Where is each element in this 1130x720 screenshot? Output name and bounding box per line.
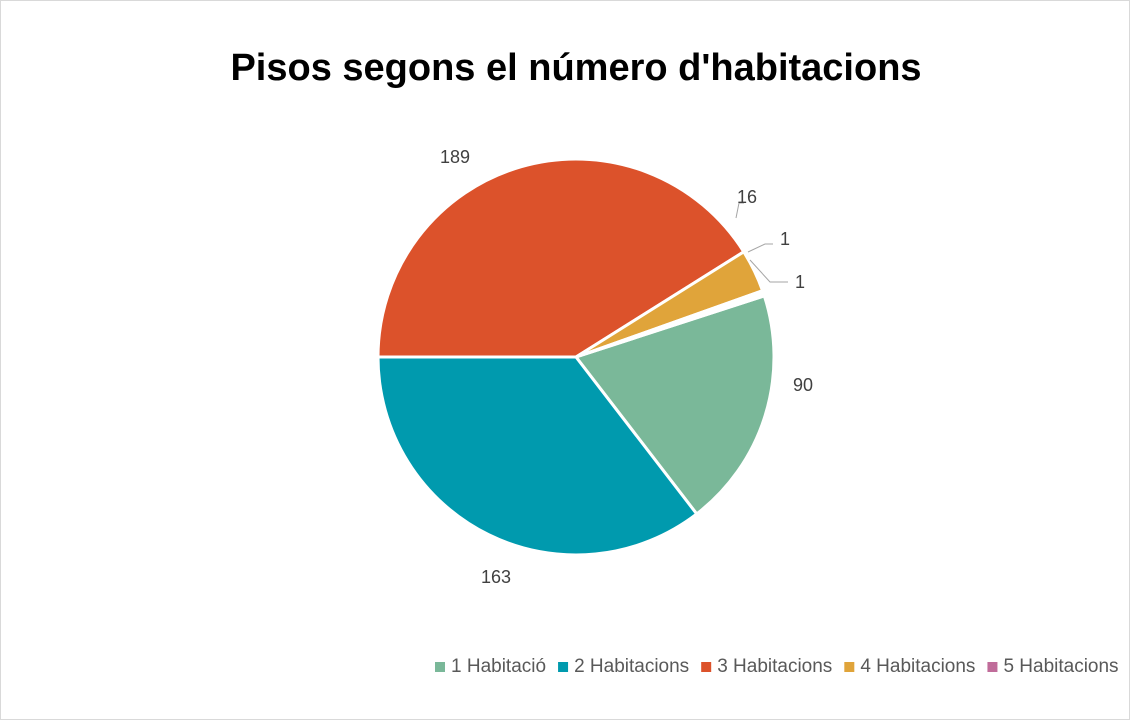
legend-swatch	[558, 662, 569, 672]
data-label: 1	[795, 272, 805, 292]
data-label: 90	[793, 375, 813, 395]
pie-slice	[575, 291, 767, 359]
data-label: 16	[737, 187, 757, 207]
data-label: 163	[481, 567, 511, 587]
legend-label: 2 Habitacions	[574, 656, 689, 677]
leader-line	[735, 202, 744, 219]
legend-swatch	[435, 662, 445, 672]
legend-label: 3 Habitacions	[717, 656, 832, 677]
pie-slice	[573, 293, 776, 517]
leader-line	[749, 259, 788, 283]
legend-swatch	[844, 662, 855, 672]
chart-title: Pisos segons el número d'habitacions	[230, 47, 921, 89]
leader-line	[747, 243, 773, 253]
data-label: 1	[780, 229, 790, 249]
pie-slice	[376, 355, 699, 557]
legend-label: 5 Habitacions	[1003, 656, 1118, 677]
legend-label: 1 Habitació	[451, 656, 546, 677]
legend-swatch	[987, 662, 998, 672]
data-label: 189	[440, 147, 470, 167]
legend-swatch	[701, 662, 712, 672]
legend-label: 4 Habitacions	[860, 656, 975, 677]
